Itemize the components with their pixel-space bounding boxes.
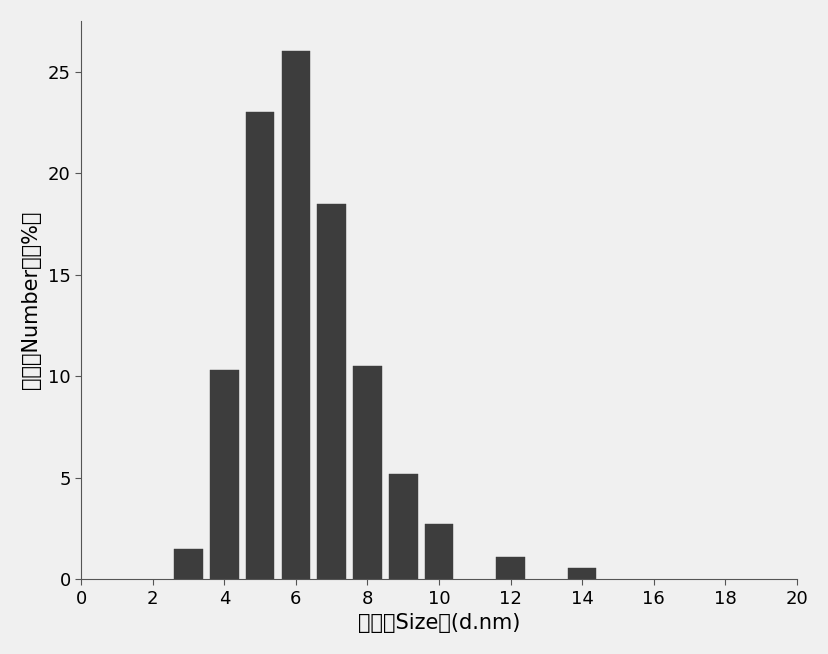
Y-axis label: 数目（Number）（%）: 数目（Number）（%）	[21, 211, 41, 389]
Bar	[282, 51, 310, 579]
Bar	[174, 549, 203, 579]
Bar	[353, 366, 381, 579]
X-axis label: 尺寸（Size）(d.nm): 尺寸（Size）(d.nm)	[358, 613, 519, 633]
Bar	[209, 370, 238, 579]
Bar	[317, 203, 345, 579]
Bar	[567, 568, 595, 579]
Bar	[388, 473, 417, 579]
Bar	[245, 112, 274, 579]
Bar	[496, 557, 524, 579]
Bar	[424, 525, 453, 579]
